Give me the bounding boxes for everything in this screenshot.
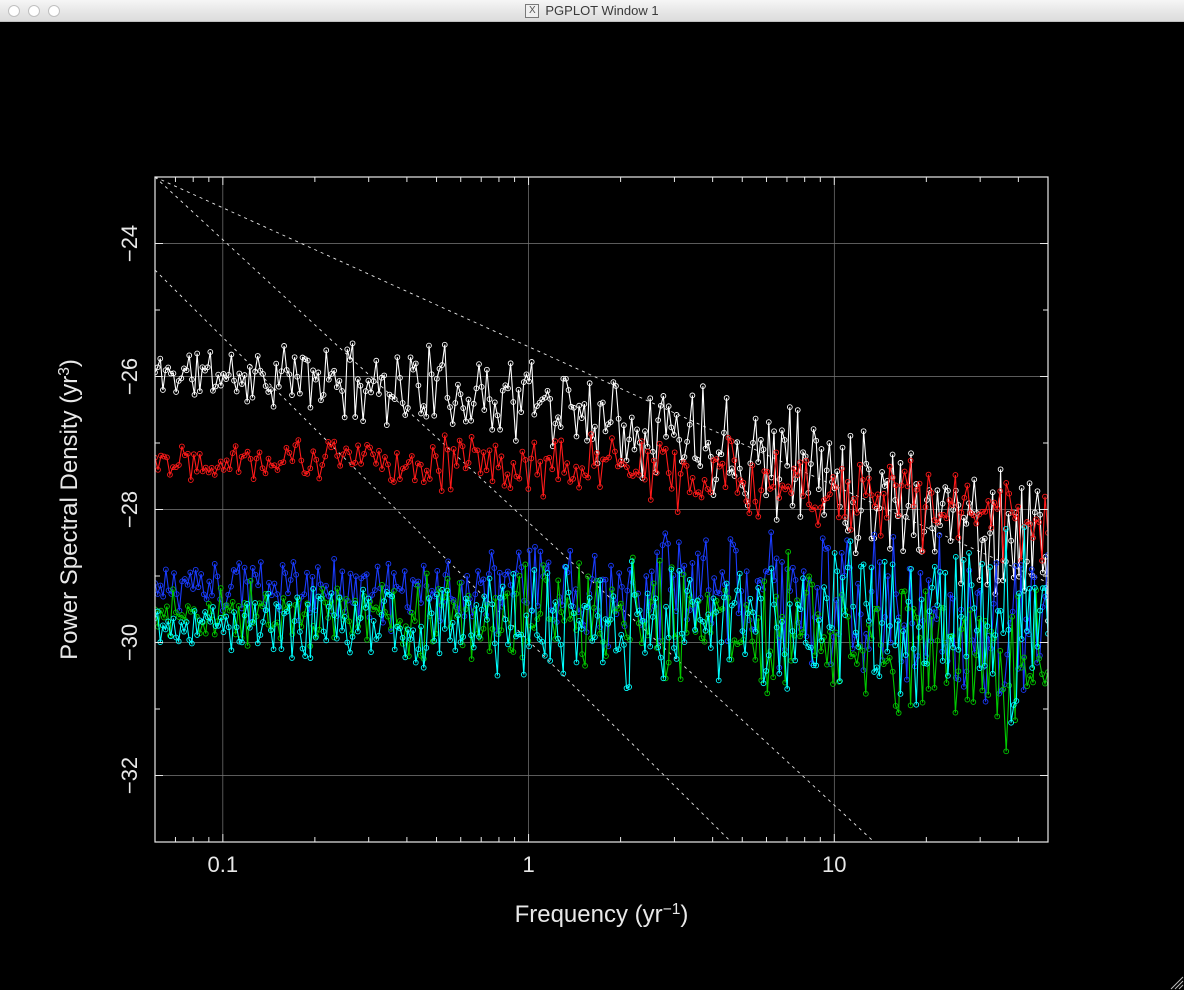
svg-text:−26: −26	[117, 358, 142, 395]
traffic-lights	[0, 5, 60, 17]
window-title: PGPLOT Window 1	[545, 3, 658, 18]
titlebar: X PGPLOT Window 1	[0, 0, 1184, 22]
close-icon[interactable]	[8, 5, 20, 17]
x-tick-label: 1	[522, 852, 534, 877]
x-tick-label: 10	[822, 852, 846, 877]
y-tick-label: −32	[117, 757, 142, 794]
x-tick-label: 0.1	[208, 852, 239, 877]
resize-grip-icon[interactable]	[1168, 974, 1184, 990]
psd-chart: 0.1 1 10 −32 −30 −28 −26 −24 Frequency (yr−1) Pow…	[0, 22, 1184, 990]
svg-text:Power Spectral Density (yr3): Power Spectral Density (yr3)	[56, 359, 84, 660]
svg-text:−28: −28	[117, 491, 142, 528]
plot-area: 0.1 1 10 −32 −30 −28 −26 −24 Frequency (yr−1) Pow…	[0, 22, 1184, 990]
y-axis-label: Power Spectral Density (yr3)	[56, 359, 84, 660]
y-tick-label: −26	[117, 358, 142, 395]
svg-text:−32: −32	[117, 757, 142, 794]
zoom-icon[interactable]	[48, 5, 60, 17]
x-axis-label: Frequency (yr−1)	[515, 901, 689, 929]
y-tick-label: −30	[117, 624, 142, 661]
minimize-icon[interactable]	[28, 5, 40, 17]
y-tick-label: −28	[117, 491, 142, 528]
svg-text:−24: −24	[117, 225, 142, 262]
y-tick-label: −24	[117, 225, 142, 262]
x11-icon: X	[525, 4, 539, 18]
svg-text:−30: −30	[117, 624, 142, 661]
